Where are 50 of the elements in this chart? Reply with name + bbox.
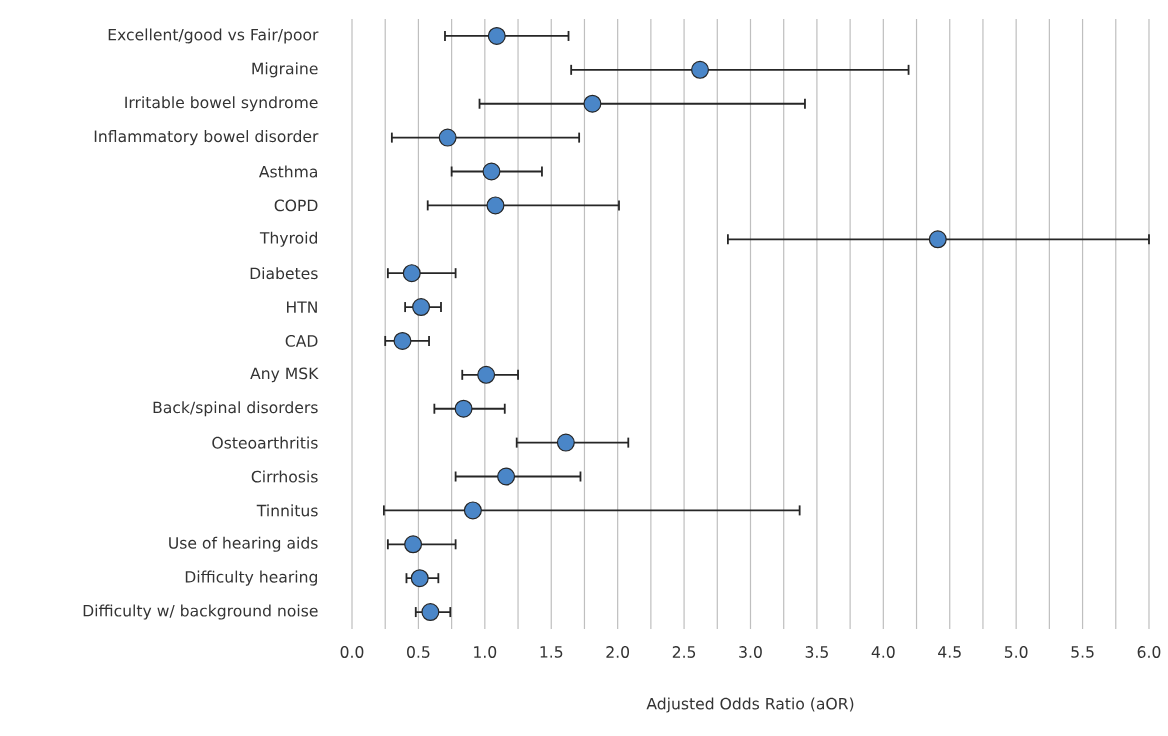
point: [583, 94, 602, 113]
point: [487, 26, 506, 45]
x-tick-label: 3.5: [805, 646, 828, 658]
point: [438, 128, 457, 147]
x-tick-label: 0.5: [407, 646, 430, 658]
y-tick-label: Back/spinal disorders: [153, 401, 318, 417]
x-tick-label: 2.0: [606, 646, 630, 658]
y-tick-label: Thyroid: [259, 231, 317, 247]
point: [497, 467, 516, 486]
x-tick-label: 1.5: [540, 646, 563, 658]
x-tick-label: 5.0: [1004, 646, 1028, 658]
point: [410, 569, 429, 588]
x-tick-label: 6.0: [1137, 646, 1161, 658]
point: [402, 264, 421, 283]
point: [421, 603, 440, 622]
x-tick-label: 3.0: [739, 646, 762, 658]
y-tick-label: Migraine: [252, 62, 318, 78]
point: [928, 230, 947, 249]
x-axis-title: Adjusted Odds Ratio (aOR): [646, 697, 854, 713]
x-tick-label: 2.5: [672, 646, 696, 658]
y-tick-label: HTN: [287, 301, 317, 313]
y-tick-label: Tinnitus: [256, 504, 318, 517]
y-tick-label: Cirrhosis: [251, 470, 318, 483]
point: [477, 365, 496, 384]
point: [404, 535, 423, 554]
y-tick-label: Difficulty w/ background noise: [83, 604, 318, 620]
x-tick-label: 5.5: [1071, 646, 1094, 658]
y-tick-label: Osteoarthritis: [212, 436, 318, 449]
point: [486, 196, 505, 215]
x-tick-label: 1.0: [474, 646, 497, 658]
x-tick-label: 4.0: [871, 646, 895, 658]
y-tick-label: Difficulty hearing: [185, 570, 317, 586]
x-tick-label: 0.0: [340, 646, 364, 658]
point: [556, 433, 575, 452]
point: [463, 501, 482, 520]
y-tick-label: CAD: [285, 335, 318, 347]
y-tick-label: Irritable bowel syndrome: [125, 96, 318, 112]
y-tick-label: Diabetes: [250, 267, 318, 280]
x-tick-label: 4.5: [938, 646, 961, 658]
y-tick-label: COPD: [274, 199, 318, 212]
y-tick-label: Use of hearing aids: [169, 536, 318, 552]
point: [691, 60, 710, 79]
y-tick-label: Excellent/good vs Fair/poor: [108, 28, 319, 44]
y-tick-label: Asthma: [258, 165, 317, 178]
y-tick-label: Any MSK: [250, 367, 319, 383]
y-tick-label: Inflammatory bowel disorder: [94, 130, 319, 146]
point: [412, 298, 431, 317]
point: [482, 162, 501, 181]
point: [454, 399, 473, 418]
point: [393, 331, 412, 350]
